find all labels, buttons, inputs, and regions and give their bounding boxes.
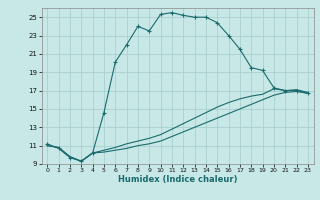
X-axis label: Humidex (Indice chaleur): Humidex (Indice chaleur): [118, 175, 237, 184]
